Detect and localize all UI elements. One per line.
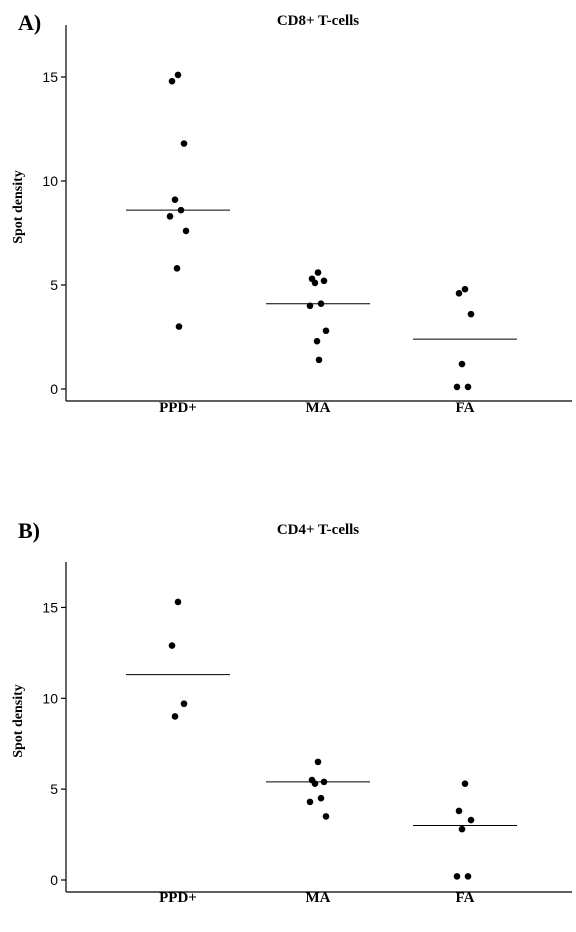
data-point [461, 285, 469, 293]
data-point [320, 778, 328, 786]
y-tick-label: 5 [50, 781, 58, 797]
data-point [168, 642, 176, 649]
data-point [175, 323, 183, 330]
data-point [171, 713, 179, 720]
chart-title: CD4+ T-cells [277, 522, 359, 538]
y-tick-label: 10 [42, 173, 58, 189]
y-tick-label: 15 [42, 599, 58, 615]
x-category-label: PPD+ [159, 890, 197, 906]
data-point [458, 825, 466, 833]
data-point [322, 813, 330, 820]
panel-2: B) CD4+ T-cells Spot density 0 5 10 15 PPD+ MA FA [11, 518, 572, 906]
x-category-label: FA [456, 400, 475, 416]
chart-title: CD8+ T-cells [277, 13, 359, 29]
data-point [314, 269, 322, 276]
data-point [313, 337, 321, 345]
data-point [464, 873, 472, 880]
data-point [173, 265, 181, 272]
data-point [306, 302, 314, 310]
data-point [174, 598, 182, 606]
data-point [317, 300, 325, 308]
data-point [464, 383, 472, 391]
data-point [317, 794, 325, 802]
y-tick-label: 5 [50, 277, 58, 293]
x-category-label: FA [456, 890, 475, 906]
panel-label: A) [18, 10, 41, 35]
data-point [168, 77, 176, 85]
y-axis-label: Spot density [11, 684, 26, 758]
data-point [467, 816, 475, 824]
data-point [320, 277, 328, 285]
data-point [315, 356, 323, 364]
data-point [461, 780, 469, 787]
data-point [306, 798, 314, 806]
data-point [171, 196, 179, 204]
data-point [455, 807, 463, 815]
data-point [182, 227, 190, 235]
data-point [314, 758, 322, 766]
data-point [453, 383, 461, 391]
y-tick-label: 15 [42, 69, 58, 85]
x-category-label: MA [306, 890, 331, 906]
data-point [458, 360, 466, 368]
data-point [467, 310, 475, 318]
y-axis-label: Spot density [11, 170, 26, 244]
x-category-label: MA [306, 400, 331, 416]
data-point [455, 290, 463, 297]
data-point [311, 279, 319, 287]
data-point [311, 780, 319, 787]
data-point [322, 327, 330, 335]
panel-1: A) CD8+ T-cells Spot density 0 5 10 15 PPD+ MA FA [11, 10, 572, 416]
data-point [177, 206, 185, 214]
y-tick-label: 10 [42, 690, 58, 706]
data-point [180, 140, 188, 147]
data-point [174, 71, 182, 79]
x-category-label: PPD+ [159, 400, 197, 416]
panel-label: B) [18, 518, 40, 543]
data-point [180, 700, 188, 708]
data-point [453, 873, 461, 880]
y-tick-label: 0 [50, 381, 58, 397]
data-point [166, 213, 174, 220]
y-tick-label: 0 [50, 872, 58, 888]
